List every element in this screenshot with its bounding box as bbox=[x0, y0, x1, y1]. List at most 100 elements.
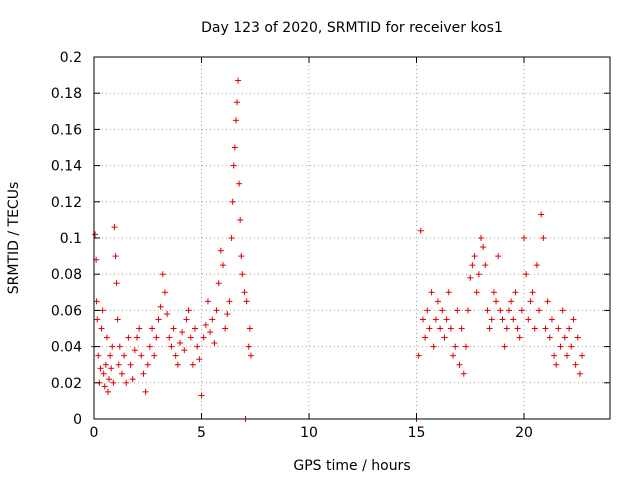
data-point bbox=[439, 307, 446, 314]
data-point bbox=[564, 352, 570, 359]
data-point bbox=[443, 316, 450, 323]
data-point bbox=[465, 307, 472, 314]
data-point bbox=[514, 325, 521, 332]
data-point bbox=[94, 316, 101, 323]
data-point bbox=[236, 180, 243, 187]
data-point bbox=[95, 352, 102, 359]
data-point bbox=[503, 325, 510, 332]
data-point bbox=[100, 370, 107, 377]
data-point bbox=[164, 311, 171, 318]
plot-frame bbox=[93, 56, 611, 420]
data-point bbox=[189, 361, 196, 368]
data-point bbox=[231, 144, 238, 151]
data-point bbox=[136, 325, 143, 332]
data-point bbox=[118, 370, 125, 377]
data-point bbox=[161, 289, 168, 296]
data-point bbox=[579, 352, 586, 359]
data-point bbox=[540, 235, 547, 241]
data-point bbox=[177, 339, 183, 346]
data-point bbox=[170, 325, 177, 332]
data-point bbox=[531, 325, 538, 332]
data-point bbox=[134, 334, 140, 341]
data-point bbox=[548, 316, 555, 323]
data-point bbox=[181, 347, 188, 354]
data-point bbox=[213, 307, 220, 314]
data-point bbox=[166, 334, 173, 341]
data-point bbox=[482, 262, 489, 269]
data-point bbox=[499, 316, 506, 323]
data-point bbox=[233, 99, 240, 106]
data-point bbox=[508, 298, 515, 305]
data-point bbox=[111, 224, 118, 231]
data-point bbox=[493, 298, 500, 305]
data-point bbox=[202, 321, 209, 328]
data-point bbox=[97, 365, 104, 372]
data-point bbox=[574, 334, 581, 341]
x-tick-label: 10 bbox=[300, 425, 318, 441]
data-point bbox=[544, 298, 551, 305]
data-point bbox=[109, 343, 116, 350]
data-point bbox=[505, 307, 512, 314]
data-point bbox=[237, 216, 244, 223]
data-point bbox=[458, 325, 465, 332]
data-point bbox=[235, 77, 242, 84]
data-point bbox=[217, 247, 224, 254]
tick-labels: 0 5 10 15 20 0 0.02 0.04 0.06 0.08 0.1 0.12 0.14 0.16… bbox=[51, 50, 533, 441]
data-point bbox=[116, 343, 123, 350]
data-point bbox=[538, 211, 545, 218]
data-point bbox=[194, 343, 201, 350]
data-point bbox=[238, 253, 245, 260]
data-point bbox=[471, 253, 478, 260]
data-point bbox=[488, 316, 495, 323]
data-point bbox=[553, 361, 560, 368]
data-point bbox=[566, 325, 573, 332]
data-point bbox=[490, 289, 497, 296]
y-tick-label: 0.06 bbox=[51, 303, 82, 319]
y-tick-label: 0.04 bbox=[51, 340, 82, 356]
data-point bbox=[228, 235, 235, 241]
data-point bbox=[99, 307, 106, 314]
data-point bbox=[510, 316, 517, 323]
data-point bbox=[422, 334, 429, 341]
data-point bbox=[432, 316, 439, 323]
data-point bbox=[570, 316, 577, 323]
data-point bbox=[159, 271, 166, 278]
data-point bbox=[168, 343, 175, 350]
axis-ticks bbox=[93, 56, 610, 420]
data-point bbox=[435, 298, 441, 305]
data-point bbox=[226, 298, 233, 305]
data-point bbox=[478, 235, 484, 241]
data-point bbox=[424, 307, 431, 314]
data-point bbox=[110, 379, 117, 386]
data-point bbox=[518, 307, 525, 314]
data-point bbox=[576, 370, 583, 377]
x-tick-label: 5 bbox=[197, 425, 206, 441]
data-point bbox=[447, 325, 454, 332]
data-point bbox=[183, 316, 190, 323]
data-point bbox=[428, 289, 435, 296]
data-point bbox=[174, 361, 181, 368]
data-point bbox=[200, 334, 207, 341]
chart-title: Day 123 of 2020, SRMTID for receiver kos… bbox=[201, 20, 503, 36]
data-point bbox=[529, 289, 536, 296]
data-point bbox=[192, 325, 199, 332]
x-tick-label: 15 bbox=[408, 425, 426, 441]
data-point bbox=[102, 361, 109, 368]
data-point bbox=[473, 289, 480, 296]
data-point bbox=[157, 303, 164, 310]
data-point bbox=[561, 334, 568, 341]
data-point bbox=[559, 307, 566, 314]
data-point bbox=[151, 352, 158, 359]
data-point bbox=[185, 307, 192, 314]
data-point bbox=[209, 316, 216, 323]
data-point bbox=[525, 316, 532, 323]
y-tick-label: 0.02 bbox=[51, 376, 82, 392]
data-point bbox=[469, 262, 476, 269]
data-point bbox=[114, 316, 121, 323]
data-point bbox=[142, 388, 149, 395]
data-point bbox=[452, 343, 459, 350]
data-point bbox=[92, 231, 99, 238]
data-point bbox=[445, 289, 452, 296]
y-tick-label: 0.14 bbox=[51, 159, 82, 175]
